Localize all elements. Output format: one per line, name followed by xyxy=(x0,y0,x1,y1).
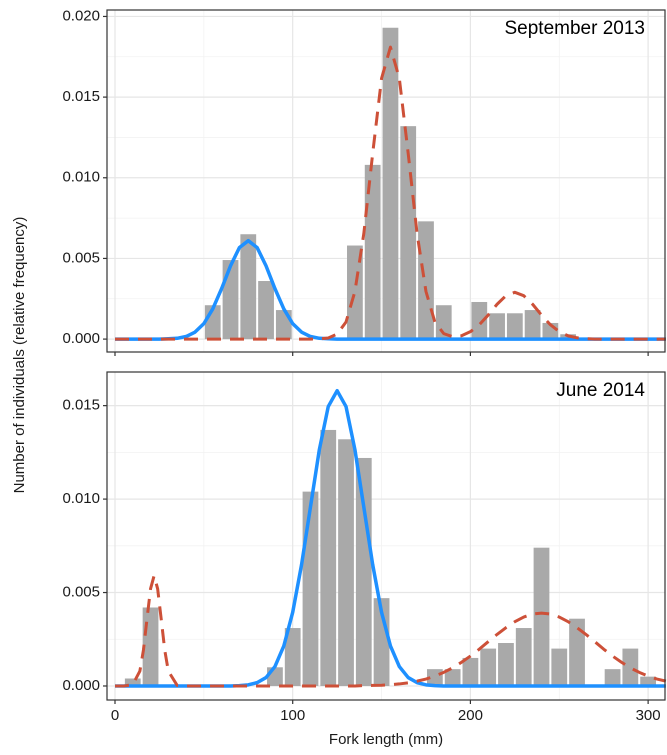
x-tick-label: 300 xyxy=(636,707,661,724)
bar xyxy=(551,648,568,686)
bar xyxy=(480,648,497,686)
bar xyxy=(258,281,274,340)
y-tick-label: 0.020 xyxy=(62,7,100,24)
bar xyxy=(222,260,239,340)
bar xyxy=(347,245,363,340)
panel-border xyxy=(106,9,666,353)
bar xyxy=(462,657,479,686)
bar xyxy=(338,439,354,686)
panel-title: June 2014 xyxy=(556,380,645,401)
bar xyxy=(355,457,372,686)
bar xyxy=(604,669,621,686)
y-tick-label: 0.015 xyxy=(62,397,100,414)
bar xyxy=(275,310,292,340)
y-tick-label: 0.015 xyxy=(62,88,100,105)
y-tick-label: 0.005 xyxy=(62,584,100,601)
y-tick-label: 0.000 xyxy=(62,330,100,347)
bar xyxy=(498,642,514,686)
x-axis-title: Fork length (mm) xyxy=(329,731,443,748)
y-tick-label: 0.000 xyxy=(62,677,100,694)
x-tick-label: 0 xyxy=(111,707,119,724)
panel-border xyxy=(106,371,666,701)
fit-curve xyxy=(115,574,667,688)
bar xyxy=(640,676,657,686)
bar xyxy=(515,628,532,686)
bar xyxy=(444,669,461,686)
x-tick-label: 100 xyxy=(280,707,305,724)
bar xyxy=(284,628,301,686)
bar xyxy=(124,678,141,686)
bar xyxy=(320,429,337,686)
bar xyxy=(373,598,390,686)
bar xyxy=(622,648,639,686)
y-tick-label: 0.010 xyxy=(62,490,100,507)
bar xyxy=(506,313,523,340)
bar xyxy=(302,491,319,686)
x-tick-label: 200 xyxy=(458,707,483,724)
bar xyxy=(267,667,283,686)
bar xyxy=(240,234,257,340)
bar xyxy=(569,618,585,686)
bar xyxy=(382,27,399,340)
y-axis-title: Number of individuals (relative frequenc… xyxy=(11,217,28,494)
fit-curve xyxy=(115,45,666,341)
panel-title: September 2013 xyxy=(505,18,646,39)
bar xyxy=(489,313,505,340)
bar xyxy=(524,310,541,340)
bar xyxy=(533,547,550,686)
fit-curve xyxy=(115,238,666,341)
bar xyxy=(471,301,488,340)
y-tick-label: 0.010 xyxy=(62,169,100,186)
fit-curve xyxy=(115,388,666,688)
y-tick-label: 0.005 xyxy=(62,249,100,266)
bar xyxy=(364,164,381,340)
bar xyxy=(418,221,434,340)
